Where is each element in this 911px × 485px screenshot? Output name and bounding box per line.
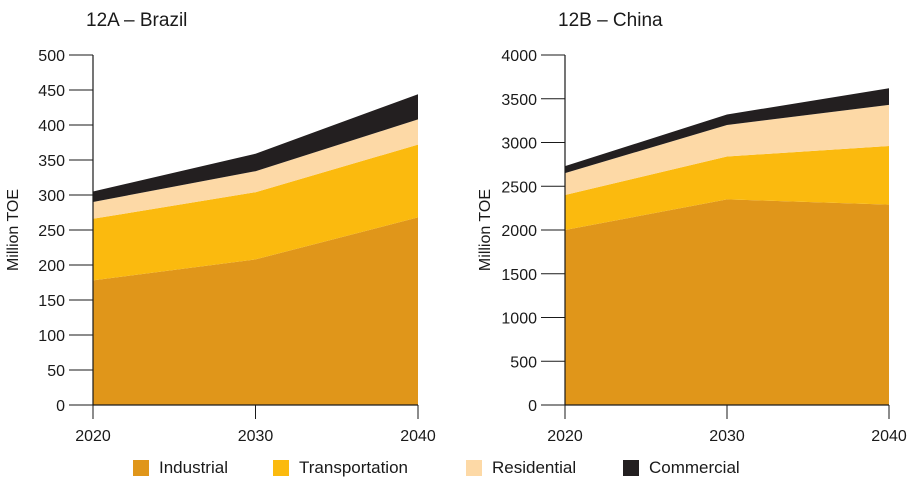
area-residential — [565, 104, 889, 195]
area-industrial — [565, 199, 889, 405]
y-tick-label: 350 — [38, 153, 65, 170]
y-tick-label: 3500 — [501, 92, 537, 109]
area-commercial — [565, 88, 889, 174]
legend-label: Industrial — [159, 458, 228, 477]
y-tick-label: 150 — [38, 293, 65, 310]
x-tick-label: 2030 — [238, 428, 274, 445]
y-tick-label: 4000 — [501, 48, 537, 65]
y-tick-label: 450 — [38, 83, 65, 100]
x-tick-label: 2040 — [400, 428, 436, 445]
chart-title: 12A – Brazil — [86, 10, 187, 31]
y-tick-label: 400 — [38, 118, 65, 135]
legend-label: Residential — [492, 458, 577, 477]
legend-item-industrial: Industrial — [133, 458, 228, 478]
legend-label: Transportation — [299, 458, 408, 477]
y-tick-label: 250 — [38, 223, 65, 240]
legend-item-commercial: Commercial — [623, 458, 740, 478]
y-axis-label: Million TOE — [5, 189, 22, 271]
y-tick-label: 500 — [38, 48, 65, 65]
charts-canvas: 0 50 100 150 200 250 300 350 400 450 500 2020 2030 20… — [5, 10, 907, 445]
y-tick-label: 2500 — [501, 179, 537, 196]
x-tick-label: 2030 — [709, 428, 745, 445]
legend-swatch — [623, 460, 639, 476]
y-tick-label: 0 — [528, 398, 537, 415]
y-axis-label: Million TOE — [477, 189, 494, 271]
legend-item-transportation: Transportation — [273, 458, 408, 478]
y-tick-label: 50 — [47, 363, 65, 380]
legend: Industrial Transportation Residential Comme… — [0, 458, 911, 484]
chart-brazil: 0 50 100 150 200 250 300 350 400 450 500 2020 2030 20… — [5, 10, 436, 445]
area-transportation — [93, 144, 418, 281]
y-tick-label: 100 — [38, 328, 65, 345]
chart-china: 0 500 1000 1500 2000 2500 3000 3500 4000 2020 2030… — [477, 10, 907, 445]
area-residential — [93, 119, 418, 219]
y-tick-label: 2000 — [501, 223, 537, 240]
y-tick-label: 3000 — [501, 136, 537, 153]
legend-item-residential: Residential — [466, 458, 576, 478]
y-tick-label: 500 — [510, 354, 537, 371]
y-tick-label: 300 — [38, 188, 65, 205]
legend-swatch — [466, 460, 482, 476]
area-commercial — [93, 94, 418, 202]
y-tick-label: 200 — [38, 258, 65, 275]
y-tick-label: 1500 — [501, 267, 537, 284]
area-industrial — [93, 217, 418, 405]
legend-label: Commercial — [649, 458, 740, 477]
chart-title: 12B – China — [558, 10, 663, 31]
area-transportation — [565, 146, 889, 230]
x-tick-label: 2020 — [547, 428, 583, 445]
y-tick-label: 1000 — [501, 311, 537, 328]
y-tick-label: 0 — [56, 398, 65, 415]
x-tick-label: 2040 — [871, 428, 907, 445]
x-tick-label: 2020 — [75, 428, 111, 445]
legend-swatch — [273, 460, 289, 476]
legend-swatch — [133, 460, 149, 476]
